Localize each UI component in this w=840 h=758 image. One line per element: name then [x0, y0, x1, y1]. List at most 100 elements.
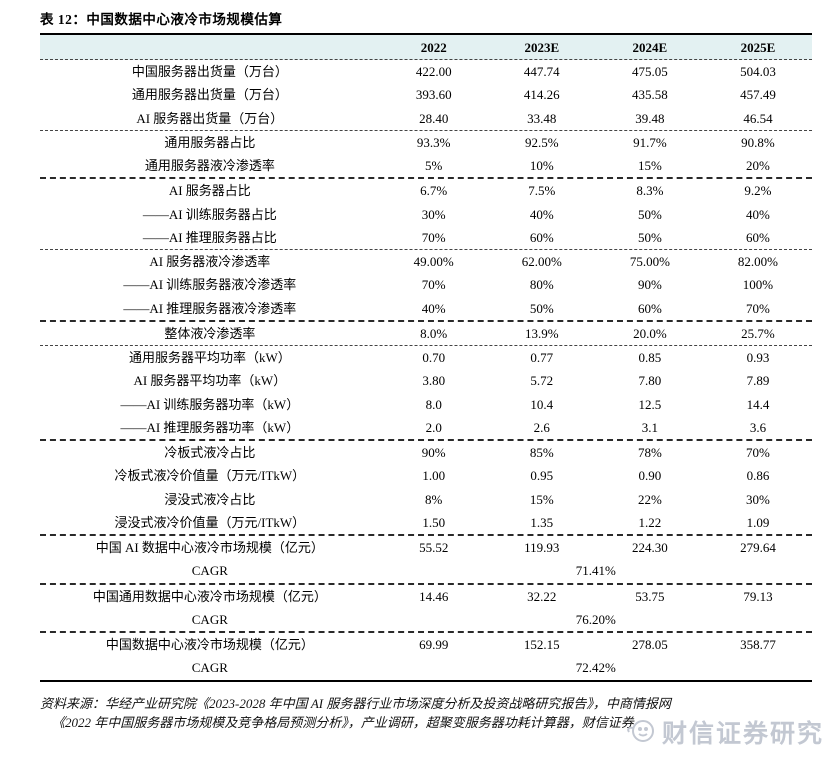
row-label: AI 服务器平均功率（kW）: [133, 373, 287, 389]
cell-value: 70%: [746, 445, 770, 461]
row-label: 通用服务器平均功率（kW）: [128, 350, 291, 366]
row-label: ——AI 推理服务器功率（kW）: [120, 419, 300, 435]
magnifier-face-icon: [624, 715, 658, 749]
cell-value: 50%: [637, 229, 662, 245]
cell-value: 46.54: [743, 110, 773, 126]
cell-value: 0.95: [530, 468, 554, 484]
row-label: ——AI 训练服务器液冷渗透率: [123, 277, 297, 293]
cell-value: 100%: [742, 277, 774, 293]
cell-value: 91.7%: [633, 134, 667, 150]
cell-value: 475.05: [631, 64, 668, 80]
row-label: 通用服务器占比: [164, 134, 256, 150]
cell-value: 20.0%: [633, 325, 667, 341]
cell-value: 279.64: [740, 540, 776, 556]
table-row: 整体液冷渗透率 8.0% 13.9% 20.0% 25.7%: [40, 322, 812, 346]
cell-value: 0.77: [530, 350, 554, 366]
cell-value: 7.5%: [528, 183, 556, 199]
row-label: ——AI 推理服务器占比: [142, 229, 277, 245]
cell-value: 10.4: [530, 396, 554, 412]
row-label: 通用服务器液冷渗透率: [144, 158, 275, 174]
table-body: 中国服务器出货量（万台） 422.00 447.74 475.05 504.03 通用服务…: [40, 60, 812, 680]
cell-value: 8.0: [425, 396, 442, 412]
cell-value: 20%: [746, 158, 770, 174]
data-table: 2022 2023E 2024E 2025E 中国服务器出货量（万台） 422.00 44…: [40, 33, 812, 682]
cell-value: 393.60: [415, 87, 452, 103]
table-row: 通用服务器平均功率（kW） 0.70 0.77 0.85 0.93: [40, 346, 812, 369]
cell-value: 1.50: [422, 514, 446, 530]
cell-value: 69.99: [419, 637, 449, 653]
cell-value: 2.6: [533, 419, 550, 435]
cell-value: 0.70: [422, 350, 446, 366]
page-title: 表 12：中国数据中心液冷市场规模估算: [40, 12, 283, 27]
cell-value: 90%: [421, 445, 446, 461]
cell-value: 50%: [529, 300, 554, 316]
cell-value: 92.5%: [524, 134, 559, 150]
cell-value: 3.80: [422, 373, 446, 389]
cell-value: 1.22: [638, 514, 662, 530]
table-row: AI 服务器占比 6.7% 7.5% 8.3% 9.2%: [40, 179, 812, 202]
row-label: 中国 AI 数据中心液冷市场规模（亿元）: [95, 540, 324, 556]
cell-value: 0.86: [746, 468, 770, 484]
table-row: 通用服务器出货量（万台） 393.60 414.26 435.58 457.49: [40, 83, 812, 106]
cell-value: 12.5: [638, 396, 662, 412]
cell-value: 53.75: [635, 588, 665, 604]
cell-value: 0.90: [638, 468, 662, 484]
cell-value: 7.80: [638, 373, 662, 389]
cell-value: 435.58: [631, 87, 668, 103]
cell-value: 60%: [746, 229, 770, 245]
cell-value: 93.3%: [416, 134, 451, 150]
row-label: 整体液冷渗透率: [164, 325, 256, 341]
table-row: 中国数据中心液冷市场规模（亿元） 69.99 152.15 278.05 358.77: [40, 633, 812, 656]
cell-value: 1.09: [746, 514, 770, 530]
cell-value: 70%: [746, 300, 770, 316]
table-row: 冷板式液冷价值量（万元/ITkW） 1.00 0.95 0.90 0.86: [40, 464, 812, 487]
header-cell-2025E: 2025E: [740, 39, 776, 55]
cagr-row: CAGR 72.42%: [40, 656, 812, 679]
cagr-row: CAGR 71.41%: [40, 559, 812, 585]
cell-value: 504.03: [740, 64, 776, 80]
cell-value: 152.15: [523, 637, 560, 653]
table-row: 中国通用数据中心液冷市场规模（亿元） 14.46 32.22 53.75 79.13: [40, 585, 812, 608]
cell-value: 13.9%: [524, 325, 559, 341]
table-row: ——AI 训练服务器液冷渗透率 70% 80% 90% 100%: [40, 273, 812, 296]
cell-value: 22%: [637, 491, 662, 507]
cell-value: 7.89: [746, 373, 770, 389]
header-cell-2023E: 2023E: [524, 39, 560, 55]
cell-value: 32.22: [527, 588, 557, 604]
cell-value: 414.26: [523, 87, 560, 103]
row-label: 中国服务器出货量（万台）: [131, 64, 288, 80]
cell-value: 49.00%: [413, 254, 454, 270]
table-row: ——AI 训练服务器功率（kW） 8.0 10.4 12.5 14.4: [40, 393, 812, 416]
cell-value: 80%: [529, 277, 554, 293]
cell-value: 9.2%: [744, 183, 772, 199]
cell-value: 6.7%: [420, 183, 448, 199]
table-row: ——AI 训练服务器占比 30% 40% 50% 40%: [40, 203, 812, 226]
cell-value: 422.00: [415, 64, 452, 80]
cell-value: 8.3%: [636, 183, 664, 199]
cell-value: 119.93: [524, 540, 560, 556]
cagr-value: 76.20%: [575, 611, 616, 627]
cell-value: 224.30: [631, 540, 668, 556]
cell-value: 75.00%: [629, 254, 670, 270]
cell-value: 79.13: [743, 588, 773, 604]
cell-value: 85%: [529, 445, 554, 461]
table-row: AI 服务器平均功率（kW） 3.80 5.72 7.80 7.89: [40, 369, 812, 392]
cell-value: 358.77: [740, 637, 776, 653]
table-row: 通用服务器液冷渗透率 5% 10% 15% 20%: [40, 154, 812, 180]
cell-value: 40%: [421, 300, 446, 316]
row-label: AI 服务器占比: [168, 183, 251, 199]
row-label: 中国数据中心液冷市场规模（亿元）: [105, 637, 314, 653]
cell-value: 30%: [421, 206, 446, 222]
cell-value: 10%: [529, 158, 554, 174]
table-row: ——AI 推理服务器占比 70% 60% 50% 60%: [40, 226, 812, 250]
row-label: AI 服务器出货量（万台）: [136, 110, 284, 126]
header-cell-2024E: 2024E: [632, 39, 668, 55]
table-row: 中国服务器出货量（万台） 422.00 447.74 475.05 504.03: [40, 60, 812, 83]
table-row: 中国 AI 数据中心液冷市场规模（亿元） 55.52 119.93 224.30 279…: [40, 536, 812, 559]
row-label: 冷板式液冷价值量（万元/ITkW）: [114, 468, 306, 484]
cagr-value: 72.42%: [575, 660, 616, 676]
cell-value: 8%: [425, 491, 443, 507]
cell-value: 5%: [425, 158, 443, 174]
cell-value: 33.48: [527, 110, 557, 126]
cell-value: 25.7%: [741, 325, 775, 341]
